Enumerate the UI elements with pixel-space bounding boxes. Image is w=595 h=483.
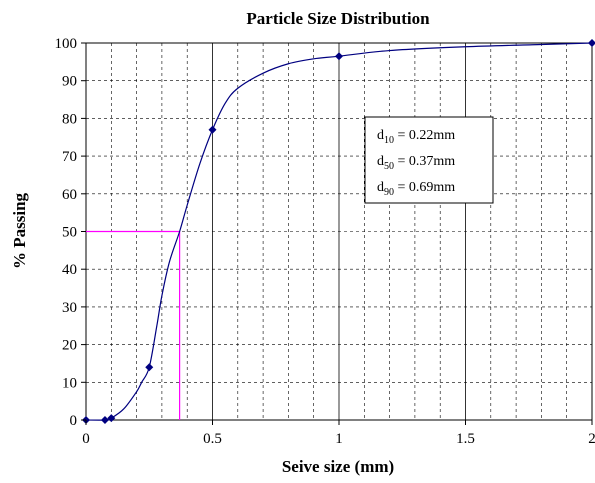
x-tick-label: 1 — [335, 431, 343, 447]
d50-guide-lines — [86, 230, 181, 420]
data-point-marker — [100, 416, 109, 424]
chart-title: Particle Size Distribution — [246, 9, 430, 28]
y-tick-label: 0 — [70, 413, 78, 429]
x-tick-label: 0 — [82, 431, 90, 447]
y-tick-labels: 0 10 20 30 40 50 60 70 80 90 100 — [55, 36, 86, 429]
x-tick-label: 0.5 — [203, 431, 222, 447]
data-point-marker — [588, 39, 595, 47]
y-tick-label: 100 — [55, 36, 78, 52]
major-gridlines — [212, 43, 466, 420]
x-tick-label: 2 — [588, 431, 595, 447]
y-tick-label: 90 — [62, 74, 77, 90]
y-tick-label: 80 — [62, 111, 77, 127]
y-tick-label: 20 — [62, 338, 77, 354]
y-tick-label: 60 — [62, 187, 77, 203]
y-axis-title: % Passing — [10, 192, 29, 269]
d-values-annotation: d10 = 0.22mm d50 = 0.37mm d90 = 0.69mm — [364, 116, 494, 204]
data-point-marker — [107, 414, 116, 423]
x-tick-label: 1.5 — [456, 431, 475, 447]
x-axis-title: Seive size (mm) — [282, 457, 394, 476]
y-tick-label: 10 — [62, 375, 77, 391]
data-point-marker — [208, 125, 217, 134]
data-point-marker — [145, 363, 154, 372]
annotation-d10: d10 = 0.22mm — [377, 128, 455, 146]
annotation-d50: d50 = 0.37mm — [377, 154, 455, 172]
x-tick-labels: 0 0.5 1 1.5 2 — [82, 420, 595, 447]
annotation-d90: d90 = 0.69mm — [377, 180, 455, 198]
data-point-marker — [335, 52, 343, 61]
y-tick-label: 50 — [62, 225, 77, 241]
y-tick-label: 30 — [62, 300, 77, 316]
y-tick-label: 40 — [62, 262, 77, 278]
series-line — [85, 42, 593, 421]
y-tick-label: 70 — [62, 149, 77, 165]
annotation-frame — [364, 116, 494, 204]
